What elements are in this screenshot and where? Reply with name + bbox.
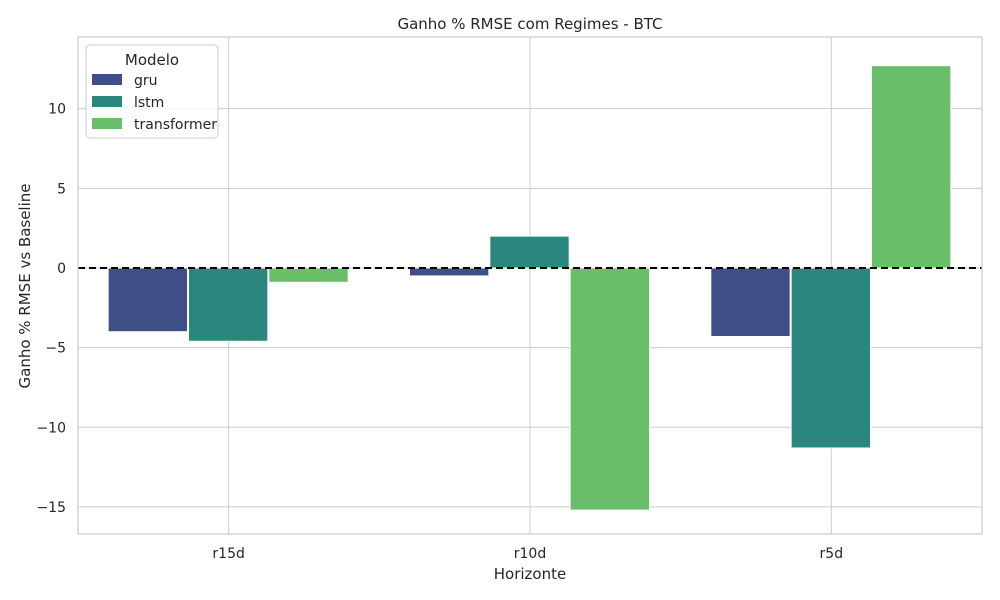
y-tick-labels: −15 −10 −5 0 5 10	[36, 102, 66, 516]
y-tick-label: 10	[48, 102, 66, 118]
bar-transformer-r10d	[569, 267, 651, 511]
y-axis-label: Ganho % RMSE vs Baseline	[16, 184, 34, 389]
x-tick-labels: r15d r10d r5d	[212, 546, 843, 562]
y-tick-label: 5	[57, 181, 66, 197]
bar-gru-r15d	[107, 267, 188, 333]
x-tick-label: r5d	[820, 546, 844, 562]
x-axis-label: Horizonte	[494, 565, 566, 583]
legend-swatch-transformer	[92, 118, 122, 129]
bar-gru-r10d	[408, 267, 490, 277]
bar-lstm-r15d	[187, 267, 269, 342]
legend: Modelo gru lstm transformer	[85, 44, 219, 139]
bar-lstm-r10d	[489, 235, 570, 269]
legend-box	[85, 44, 219, 139]
plot-frame	[77, 36, 983, 535]
y-tick-label: −10	[36, 420, 66, 436]
y-tick-label: −15	[36, 500, 66, 516]
bar-lstm-r5d	[790, 267, 872, 449]
bars	[107, 65, 952, 511]
chart-title: Ganho % RMSE com Regimes - BTC	[397, 15, 662, 33]
bar-gru-r5d	[710, 267, 791, 337]
bar-transformer-r5d	[871, 65, 952, 269]
legend-label-gru: gru	[134, 73, 158, 89]
legend-label-lstm: lstm	[134, 95, 164, 111]
x-tick-label: r10d	[514, 546, 546, 562]
y-tick-label: −5	[45, 341, 66, 357]
x-tick-label: r15d	[212, 546, 244, 562]
legend-title: Modelo	[125, 51, 179, 69]
legend-label-transformer: transformer	[134, 117, 217, 133]
bar-transformer-r15d	[268, 267, 349, 283]
legend-swatch-gru	[92, 74, 122, 85]
y-tick-label: 0	[57, 261, 66, 277]
legend-swatch-lstm	[92, 96, 122, 107]
